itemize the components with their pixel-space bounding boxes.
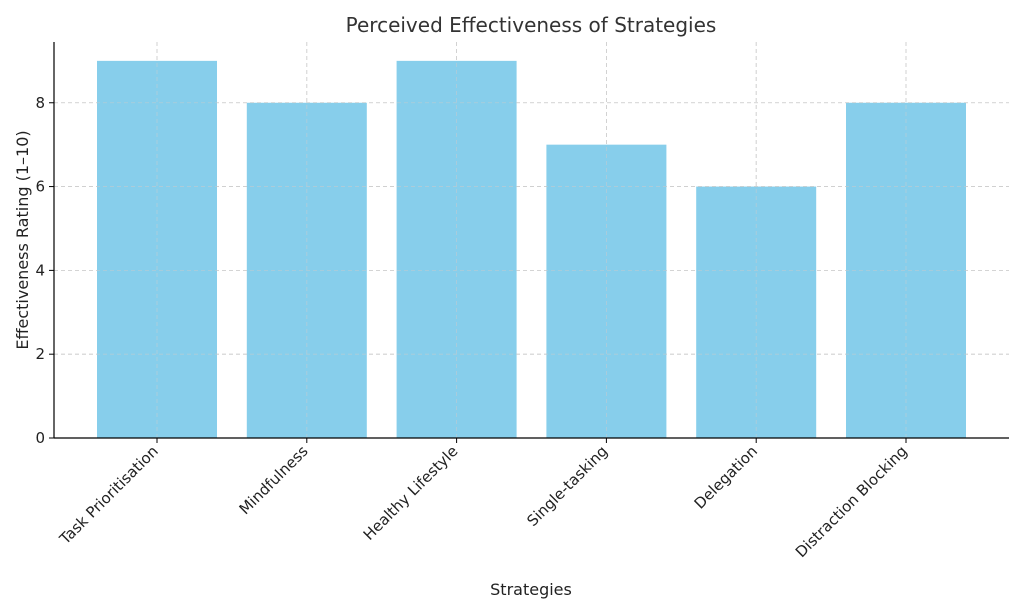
x-tick-label: Task Prioritisation: [55, 442, 161, 548]
y-tick-label: 8: [35, 94, 45, 112]
x-ticks: Task Prioritisation Mindfulness Healthy Li…: [55, 438, 911, 561]
y-tick-label: 4: [35, 261, 45, 279]
x-axis-label: Strategies: [490, 580, 572, 599]
y-axis-label: Effectiveness Rating (1–10): [13, 130, 32, 349]
x-tick-label: Delegation: [691, 442, 761, 512]
chart-title: Perceived Effectiveness of Strategies: [346, 13, 717, 37]
bar: [696, 186, 817, 438]
x-tick-label: Single-tasking: [523, 442, 611, 530]
bar: [546, 144, 667, 438]
bar: [97, 60, 217, 438]
axes: [53, 42, 1009, 439]
y-tick-label: 2: [35, 345, 45, 363]
x-tick-label: Healthy Lifestyle: [360, 442, 462, 544]
y-ticks: 0 2 4 6 8: [35, 94, 54, 447]
x-tick-label: Distraction Blocking: [792, 442, 911, 561]
y-tick-label: 6: [35, 178, 45, 196]
bars: [97, 60, 966, 438]
x-tick-label: Mindfulness: [236, 442, 312, 518]
bar: [396, 60, 517, 438]
y-tick-label: 0: [35, 429, 45, 447]
